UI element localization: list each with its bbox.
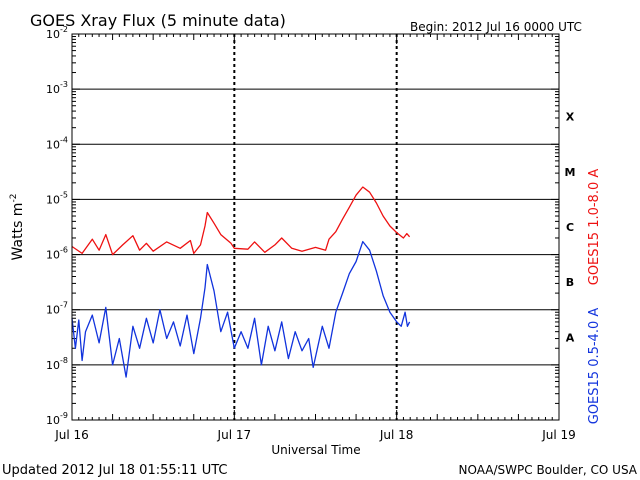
credit-label: NOAA/SWPC Boulder, CO USA: [459, 463, 638, 477]
y-tick-label: 10-5: [46, 190, 68, 206]
flare-class-label: A: [566, 331, 575, 344]
y-axis-label-text: Watts m: [10, 203, 26, 261]
grid: [72, 34, 559, 420]
y-tick-label: 10-3: [46, 80, 68, 96]
y-tick-base: 10: [46, 138, 60, 151]
x-tick-label: Jul 17: [217, 428, 252, 442]
y-tick-label: 10-8: [46, 356, 68, 372]
legend-short-channel: GOES15 0.5-4.0 A: [587, 308, 602, 425]
y-tick-exponent: -7: [60, 301, 68, 310]
y-axis-label-exponent: -2: [9, 194, 19, 203]
y-tick-exponent: -3: [60, 80, 68, 89]
x-axis-label: Universal Time: [271, 443, 360, 457]
y-axis: 10-210-310-410-510-610-710-810-9: [46, 25, 559, 427]
begin-time-label: Begin: 2012 Jul 16 0000 UTC: [410, 20, 582, 34]
y-tick-exponent: -6: [60, 246, 68, 255]
y-tick-base: 10: [46, 193, 60, 206]
x-tick-label: Jul 18: [379, 428, 414, 442]
y-tick-label: 10-2: [46, 25, 68, 41]
y-tick-base: 10: [46, 414, 60, 427]
x-tick-label: Jul 16: [54, 428, 89, 442]
y-tick-base: 10: [46, 304, 60, 317]
y-tick-base: 10: [46, 28, 60, 41]
y-tick-label: 10-6: [46, 246, 68, 262]
y-tick-base: 10: [46, 249, 60, 262]
y-tick-exponent: -5: [60, 190, 68, 199]
y-tick-base: 10: [46, 359, 60, 372]
series-line-short-channel: [71, 240, 411, 378]
flare-class-label: B: [566, 276, 574, 289]
x-tick-label: Jul 19: [541, 428, 576, 442]
updated-timestamp: Updated 2012 Jul 18 01:55:11 UTC: [2, 463, 227, 478]
y-tick-label: 10-7: [46, 301, 68, 317]
y-tick-label: 10-4: [46, 135, 68, 151]
flare-class-label: C: [566, 221, 574, 234]
flare-class-labels: X M C B A: [565, 111, 576, 345]
series-lines: [71, 186, 411, 378]
y-tick-exponent: -8: [60, 356, 68, 365]
plot-frame: [71, 33, 560, 421]
y-tick-exponent: -2: [60, 25, 68, 34]
x-axis: Jul 16 Jul 17 Jul 18 Jul 19: [54, 34, 576, 442]
series-line-long-channel: [71, 186, 411, 256]
flare-class-label: M: [565, 166, 576, 179]
flare-class-label: X: [566, 111, 575, 124]
y-tick-exponent: -4: [60, 135, 68, 144]
y-tick-base: 10: [46, 83, 60, 96]
y-tick-exponent: -9: [60, 411, 68, 420]
legend-long-channel: GOES15 1.0-8.0 A: [587, 169, 602, 286]
y-tick-label: 10-9: [46, 411, 68, 427]
y-axis-label: Watts m-2: [9, 194, 26, 261]
chart-title: GOES Xray Flux (5 minute data): [30, 11, 286, 30]
